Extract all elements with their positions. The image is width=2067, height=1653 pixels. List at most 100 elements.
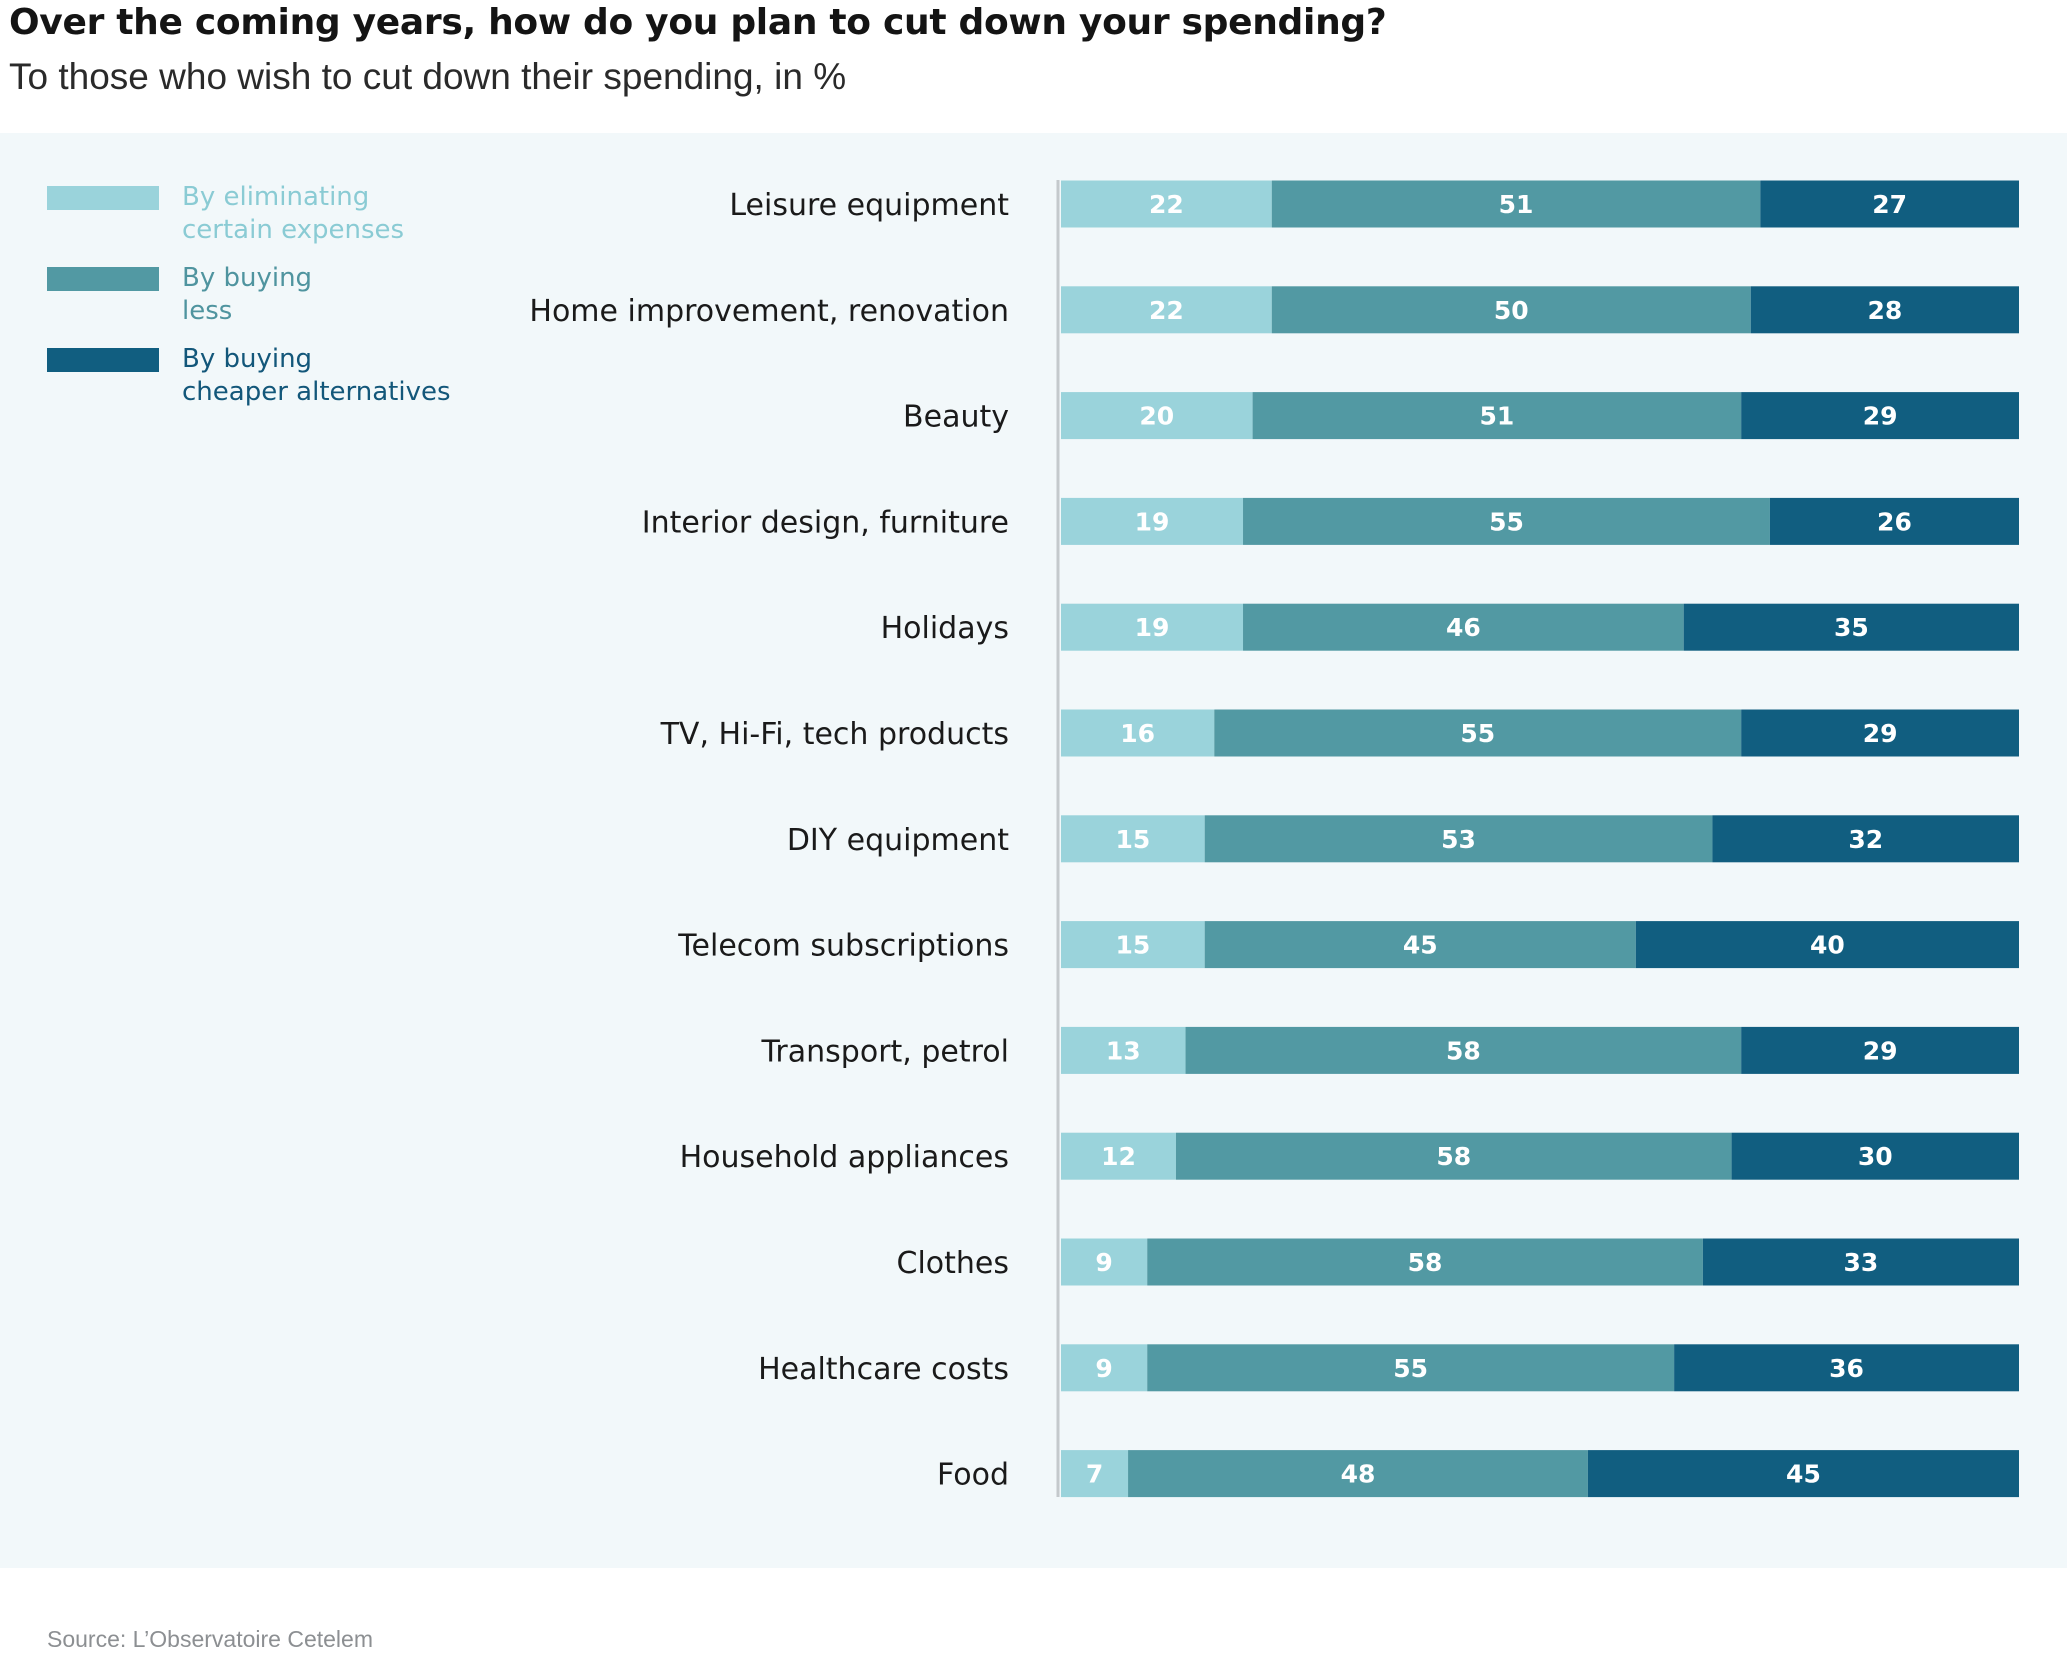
- value-label-transport-petrol-cheaper: 29: [1863, 1036, 1898, 1065]
- value-label-telecom-subscriptions-eliminating: 15: [1115, 931, 1150, 960]
- bar-diy-equipment-eliminating: [1061, 815, 1205, 863]
- value-label-beauty-eliminating: 20: [1139, 402, 1174, 431]
- value-label-leisure-equipment-buying-less: 51: [1499, 190, 1534, 219]
- category-label-healthcare-costs: Healthcare costs: [758, 1352, 1009, 1387]
- value-label-home-improvement-renovation-buying-less: 50: [1494, 296, 1529, 325]
- bar-holidays-eliminating: [1061, 603, 1244, 651]
- category-label-household-appliances: Household appliances: [680, 1140, 1009, 1175]
- bar-food-buying-less: [1128, 1450, 1588, 1498]
- category-label-clothes: Clothes: [897, 1246, 1010, 1281]
- bar-food-cheaper: [1587, 1450, 2019, 1498]
- bar-telecom-subscriptions-cheaper: [1635, 921, 2019, 969]
- category-label-telecom-subscriptions: Telecom subscriptions: [677, 929, 1009, 964]
- value-label-clothes-eliminating: 9: [1095, 1248, 1112, 1277]
- bar-beauty-eliminating: [1061, 392, 1253, 440]
- value-label-interior-design-furniture-eliminating: 19: [1135, 507, 1170, 536]
- bar-leisure-equipment-cheaper: [1760, 180, 2019, 228]
- legend-swatch-cheaper: [47, 348, 159, 372]
- value-label-diy-equipment-eliminating: 15: [1115, 825, 1150, 854]
- bar-home-improvement-renovation-buying-less: [1271, 286, 1751, 334]
- category-label-beauty: Beauty: [903, 400, 1009, 435]
- category-label-tv-hi-fi-tech-products: TV, Hi-Fi, tech products: [660, 717, 1009, 752]
- bar-food-eliminating: [1061, 1450, 1129, 1498]
- bar-clothes-cheaper: [1702, 1238, 2019, 1286]
- bar-interior-design-furniture-buying-less: [1243, 497, 1770, 545]
- chart-panel: By eliminating certain expenses By buyin…: [0, 133, 2067, 1652]
- bar-holidays-cheaper: [1683, 603, 2019, 651]
- bar-beauty-cheaper: [1741, 392, 2019, 440]
- value-label-healthcare-costs-buying-less: 55: [1393, 1354, 1428, 1383]
- bar-transport-petrol-eliminating: [1061, 1026, 1186, 1074]
- source-note: Source: L’Observatoire Cetelem: [47, 1626, 373, 1652]
- stacked-bar-chart: Leisure equipment 22 51 27 Home improvement,…: [529, 180, 2019, 1498]
- value-label-transport-petrol-buying-less: 58: [1446, 1036, 1481, 1065]
- legend-item-cheaper: By buying cheaper alternatives: [0, 295, 460, 407]
- value-label-diy-equipment-cheaper: 32: [1848, 825, 1883, 854]
- category-label-leisure-equipment: Leisure equipment: [729, 188, 1009, 223]
- value-label-household-appliances-cheaper: 30: [1858, 1142, 1893, 1171]
- value-label-telecom-subscriptions-buying-less: 45: [1403, 931, 1438, 960]
- value-label-tv-hi-fi-tech-products-eliminating: 16: [1120, 719, 1155, 748]
- value-label-tv-hi-fi-tech-products-buying-less: 55: [1460, 719, 1495, 748]
- value-label-telecom-subscriptions-cheaper: 40: [1810, 931, 1845, 960]
- bar-household-appliances-eliminating: [1061, 1132, 1176, 1180]
- legend-item-eliminating: By eliminating certain expenses: [0, 133, 460, 245]
- bar-home-improvement-renovation-cheaper: [1750, 286, 2019, 334]
- bar-leisure-equipment-buying-less: [1271, 180, 1761, 228]
- category-label-food: Food: [937, 1458, 1009, 1493]
- bar-clothes-buying-less: [1147, 1238, 1703, 1286]
- bar-healthcare-costs-buying-less: [1147, 1344, 1675, 1392]
- category-label-home-improvement-renovation: Home improvement, renovation: [529, 294, 1009, 329]
- value-label-holidays-cheaper: 35: [1834, 613, 1869, 642]
- bar-transport-petrol-cheaper: [1741, 1026, 2019, 1074]
- bar-household-appliances-cheaper: [1731, 1132, 2019, 1180]
- legend-item-buying-less: By buying less: [0, 214, 460, 326]
- chart-subtitle: To those who wish to cut down their spen…: [9, 56, 847, 97]
- value-label-interior-design-furniture-cheaper: 26: [1877, 507, 1912, 536]
- category-label-transport-petrol: Transport, petrol: [761, 1034, 1009, 1069]
- value-label-interior-design-furniture-buying-less: 55: [1489, 507, 1524, 536]
- value-label-beauty-cheaper: 29: [1863, 402, 1898, 431]
- value-label-food-cheaper: 45: [1786, 1460, 1821, 1489]
- bar-healthcare-costs-eliminating: [1061, 1344, 1148, 1392]
- bar-diy-equipment-buying-less: [1204, 815, 1713, 863]
- legend-label-cheaper: By buying cheaper alternatives: [182, 344, 451, 407]
- value-label-household-appliances-buying-less: 58: [1436, 1142, 1471, 1171]
- bar-household-appliances-buying-less: [1175, 1132, 1732, 1180]
- bar-tv-hi-fi-tech-products-cheaper: [1741, 709, 2019, 757]
- category-label-holidays: Holidays: [881, 611, 1009, 646]
- value-label-healthcare-costs-eliminating: 9: [1095, 1354, 1112, 1383]
- value-label-clothes-cheaper: 33: [1844, 1248, 1879, 1277]
- bar-healthcare-costs-cheaper: [1674, 1344, 2019, 1392]
- chart-title: Over the coming years, how do you plan t…: [9, 2, 1387, 43]
- value-label-holidays-eliminating: 19: [1135, 613, 1170, 642]
- bar-clothes-eliminating: [1061, 1238, 1148, 1286]
- value-label-diy-equipment-buying-less: 53: [1441, 825, 1476, 854]
- bar-tv-hi-fi-tech-products-eliminating: [1061, 709, 1215, 757]
- value-label-leisure-equipment-cheaper: 27: [1872, 190, 1907, 219]
- bar-diy-equipment-cheaper: [1712, 815, 2019, 863]
- value-label-leisure-equipment-eliminating: 22: [1149, 190, 1184, 219]
- bar-beauty-buying-less: [1252, 392, 1742, 440]
- value-label-household-appliances-eliminating: 12: [1101, 1142, 1136, 1171]
- legend-swatch-buying-less: [47, 267, 159, 291]
- value-label-clothes-buying-less: 58: [1408, 1248, 1443, 1277]
- bar-telecom-subscriptions-eliminating: [1061, 921, 1205, 969]
- value-label-tv-hi-fi-tech-products-cheaper: 29: [1863, 719, 1898, 748]
- value-label-food-buying-less: 48: [1341, 1460, 1376, 1489]
- bar-holidays-buying-less: [1243, 603, 1684, 651]
- bar-home-improvement-renovation-eliminating: [1061, 286, 1272, 334]
- bar-tv-hi-fi-tech-products-buying-less: [1214, 709, 1742, 757]
- bar-transport-petrol-buying-less: [1185, 1026, 1742, 1074]
- value-label-transport-petrol-eliminating: 13: [1106, 1036, 1141, 1065]
- legend-swatch-eliminating: [47, 186, 159, 210]
- category-label-diy-equipment: DIY equipment: [787, 823, 1009, 858]
- legend-label-eliminating: By eliminating certain expenses: [182, 182, 405, 245]
- bar-interior-design-furniture-eliminating: [1061, 497, 1244, 545]
- value-label-home-improvement-renovation-eliminating: 22: [1149, 296, 1184, 325]
- value-label-holidays-buying-less: 46: [1446, 613, 1481, 642]
- category-label-interior-design-furniture: Interior design, furniture: [642, 505, 1009, 540]
- value-label-home-improvement-renovation-cheaper: 28: [1867, 296, 1902, 325]
- legend-label-buying-less: By buying less: [182, 263, 313, 326]
- value-label-food-eliminating: 7: [1086, 1460, 1103, 1489]
